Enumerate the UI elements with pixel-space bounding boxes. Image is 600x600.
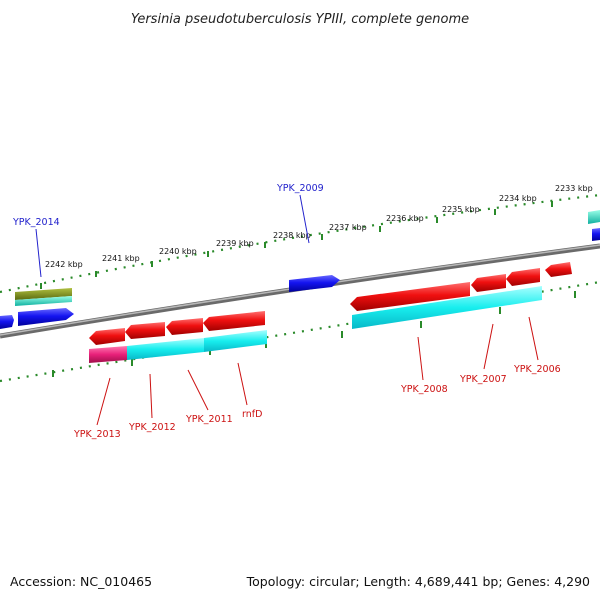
gene-arrow-ypk2011[interactable] — [166, 318, 203, 335]
gene-label-ypk2006[interactable]: YPK_2006 — [513, 364, 561, 375]
kbp-label: 2233 kbp — [555, 184, 593, 193]
gene-arrow-ypk2008[interactable] — [350, 282, 470, 311]
gene-label-ypk2009[interactable]: YPK_2009 — [276, 183, 324, 194]
gene-arrow-edge[interactable] — [592, 228, 600, 241]
outer-major-ticks — [40, 201, 553, 289]
gene-arrow-ypk2012[interactable] — [125, 322, 165, 339]
cds-bar-rnfd[interactable] — [204, 330, 267, 352]
gene-label-ypk2008[interactable]: YPK_2008 — [400, 384, 448, 395]
gene-arrow-ypk2009[interactable] — [289, 275, 340, 292]
cds-bar-ypk2012[interactable] — [127, 338, 204, 360]
cds-bar-ypk2013[interactable] — [89, 346, 127, 363]
gene-arrow-forward[interactable] — [0, 315, 14, 329]
kbp-label: 2240 kbp — [159, 247, 197, 256]
gene-arrow-ypk2014[interactable] — [18, 308, 74, 326]
gene-arrow-ypk2013[interactable] — [89, 328, 125, 345]
kbp-label: 2238 kbp — [273, 231, 311, 240]
gene-label-ypk2014[interactable]: YPK_2014 — [12, 217, 60, 228]
outer-tick-ring — [0, 193, 600, 294]
gene-arrow-ypk2006[interactable] — [506, 268, 540, 286]
gene-arrow-rnfd[interactable] — [203, 311, 265, 331]
gene-label-ypk2012[interactable]: YPK_2012 — [128, 422, 176, 433]
gene-label-ypk2011[interactable]: YPK_2011 — [185, 414, 233, 425]
gene-feature-teal-edge[interactable] — [588, 210, 600, 224]
forward-strand-features — [0, 210, 600, 329]
gene-feature-teal[interactable] — [15, 296, 72, 306]
gene-arrow-ypk2007[interactable] — [471, 274, 506, 292]
kbp-label: 2237 kbp — [329, 223, 367, 232]
kbp-label: 2236 kbp — [386, 214, 424, 223]
gene-arrow-red-edge[interactable] — [545, 262, 572, 277]
genome-summary-text: Topology: circular; Length: 4,689,441 bp… — [246, 574, 590, 589]
gene-label-rnfd[interactable]: rnfD — [242, 409, 262, 420]
kbp-label: 2242 kbp — [45, 260, 83, 269]
cds-bar-ypk2008[interactable] — [352, 286, 542, 329]
reverse-strand-features — [89, 262, 572, 363]
map-title: Yersinia pseudotuberculosis YPIII, compl… — [131, 12, 469, 27]
accession-text: Accession: NC_010465 — [10, 574, 152, 589]
kbp-label: 2239 kbp — [216, 239, 254, 248]
kbp-label: 2241 kbp — [102, 254, 140, 263]
label-leader-lines — [35, 194, 539, 426]
gene-label-ypk2007[interactable]: YPK_2007 — [459, 374, 507, 385]
kbp-labels: 2233 kbp 2234 kbp 2235 kbp 2236 kbp 2237… — [45, 184, 593, 269]
gene-label-ypk2013[interactable]: YPK_2013 — [73, 429, 121, 440]
kbp-label: 2234 kbp — [499, 194, 537, 203]
kbp-label: 2235 kbp — [442, 205, 480, 214]
